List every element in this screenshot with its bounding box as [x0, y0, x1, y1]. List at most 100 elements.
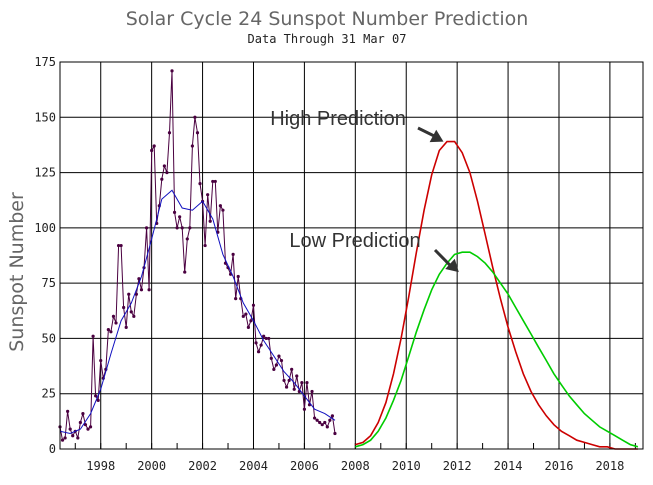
annotation-label: Low Prediction: [289, 230, 420, 252]
monthly-data-point: [86, 427, 90, 431]
monthly-data-point: [165, 170, 169, 175]
monthly-data-point: [109, 330, 113, 334]
y-tick-label: 50: [42, 331, 56, 345]
monthly-data-point: [119, 243, 123, 248]
monthly-data-point: [129, 310, 133, 314]
monthly-data-point: [122, 305, 126, 310]
monthly-data-point: [323, 420, 327, 425]
monthly-data-point: [81, 412, 85, 416]
tick-labels: 1998 2000 2002 2004 2006 2008 2010 2012 2014 2016…: [34, 55, 624, 473]
monthly-data-point: [251, 303, 256, 307]
monthly-data-point: [66, 409, 70, 414]
monthly-data-point: [213, 179, 217, 184]
arrow-head: [429, 129, 444, 143]
monthly-data-point: [144, 226, 149, 230]
monthly-data-point: [63, 436, 67, 440]
x-tick-label: 2004: [239, 459, 268, 473]
monthly-data-point: [315, 418, 319, 422]
monthly-data-point: [180, 226, 184, 230]
x-tick-label: 2002: [188, 459, 217, 473]
monthly-data-point: [150, 148, 154, 153]
monthly-data-point: [300, 381, 304, 385]
annotation-label: High Prediction: [270, 108, 406, 130]
monthly-data-point: [206, 193, 210, 197]
monthly-data-point: [305, 381, 309, 385]
monthly-data-point: [287, 378, 291, 383]
monthly-data-point: [178, 215, 182, 219]
x-tick-label: 2000: [137, 459, 166, 473]
monthly-data-point: [262, 334, 266, 338]
x-tick-label: 1998: [86, 459, 115, 473]
monthly-data-point: [175, 226, 179, 230]
annotations: High Prediction Low Prediction: [270, 108, 459, 273]
y-tick-label: 75: [42, 276, 56, 290]
monthly-data-point: [277, 354, 281, 358]
y-tick-label: 150: [34, 110, 56, 124]
monthly-data-point: [211, 179, 215, 184]
monthly-data-point: [183, 270, 187, 274]
monthly-data-point: [116, 243, 121, 248]
monthly-data-point: [152, 144, 156, 148]
monthly-data-point: [267, 336, 271, 341]
monthly-data-point: [302, 407, 307, 411]
monthly-data-point: [106, 327, 110, 332]
monthly-data-point: [137, 277, 141, 281]
monthly-data-point: [310, 389, 314, 394]
monthly-data-point: [193, 115, 197, 119]
monthly-data-point: [88, 425, 93, 429]
monthly-data-point: [160, 177, 164, 181]
monthly-data-point: [328, 418, 332, 422]
monthly-data-point: [185, 237, 189, 241]
monthly-data-point: [236, 274, 240, 279]
plot-frame: [59, 61, 644, 450]
monthly-data-point: [290, 367, 294, 371]
monthly-data-point: [295, 374, 299, 378]
monthly-data-point: [71, 434, 75, 438]
monthly-data-point: [111, 314, 116, 318]
monthly-data-point: [325, 425, 329, 429]
monthly-data-point: [234, 297, 238, 301]
y-tick-label: 175: [34, 55, 56, 69]
monthly-data-point: [96, 398, 100, 402]
monthly-data-point: [312, 416, 317, 420]
x-tick-label: 2008: [341, 459, 370, 473]
monthly-data-point: [172, 210, 177, 214]
monthly-data-point: [272, 367, 276, 371]
monthly-data-point: [320, 423, 324, 427]
x-tick-label: 2016: [545, 459, 574, 473]
monthly-data-point: [284, 385, 289, 389]
monthly-data-point: [127, 292, 131, 296]
monthly-data-point: [60, 438, 65, 442]
y-tick-label: 0: [49, 442, 56, 456]
high-series-line: [355, 140, 638, 450]
low-series-line: [355, 251, 639, 448]
monthly-data-point: [195, 131, 200, 135]
monthly-data-point: [203, 243, 207, 248]
y-tick-label: 125: [34, 166, 56, 180]
monthly-data-point: [188, 226, 192, 230]
monthly-data-point: [147, 288, 151, 292]
monthly-data-point: [333, 431, 337, 436]
monthly-data-point: [91, 334, 95, 338]
monthly-data-point: [221, 208, 225, 212]
monthly-data-point: [244, 312, 248, 316]
monthly-data-point: [292, 387, 296, 391]
monthly-data-point: [249, 319, 253, 323]
monthly-data-point: [246, 325, 250, 329]
x-tick-label: 2014: [494, 459, 523, 473]
monthly-data-point: [68, 427, 72, 431]
monthly-data-point: [256, 350, 261, 354]
monthly-data-point: [318, 420, 322, 425]
monthly-data-point: [190, 144, 194, 148]
monthly-data-point: [170, 69, 174, 73]
chart-subtitle: Data Through 31 Mar 07: [248, 32, 407, 46]
monthly-data-point: [254, 341, 258, 345]
monthly-data-point: [231, 252, 235, 256]
data-series: [58, 69, 639, 450]
monthly-data-point: [241, 314, 245, 318]
monthly-data-point: [83, 423, 88, 427]
monthly-data-point: [76, 436, 80, 440]
x-tick-label: 2018: [595, 459, 624, 473]
monthly-data-point: [78, 420, 82, 425]
